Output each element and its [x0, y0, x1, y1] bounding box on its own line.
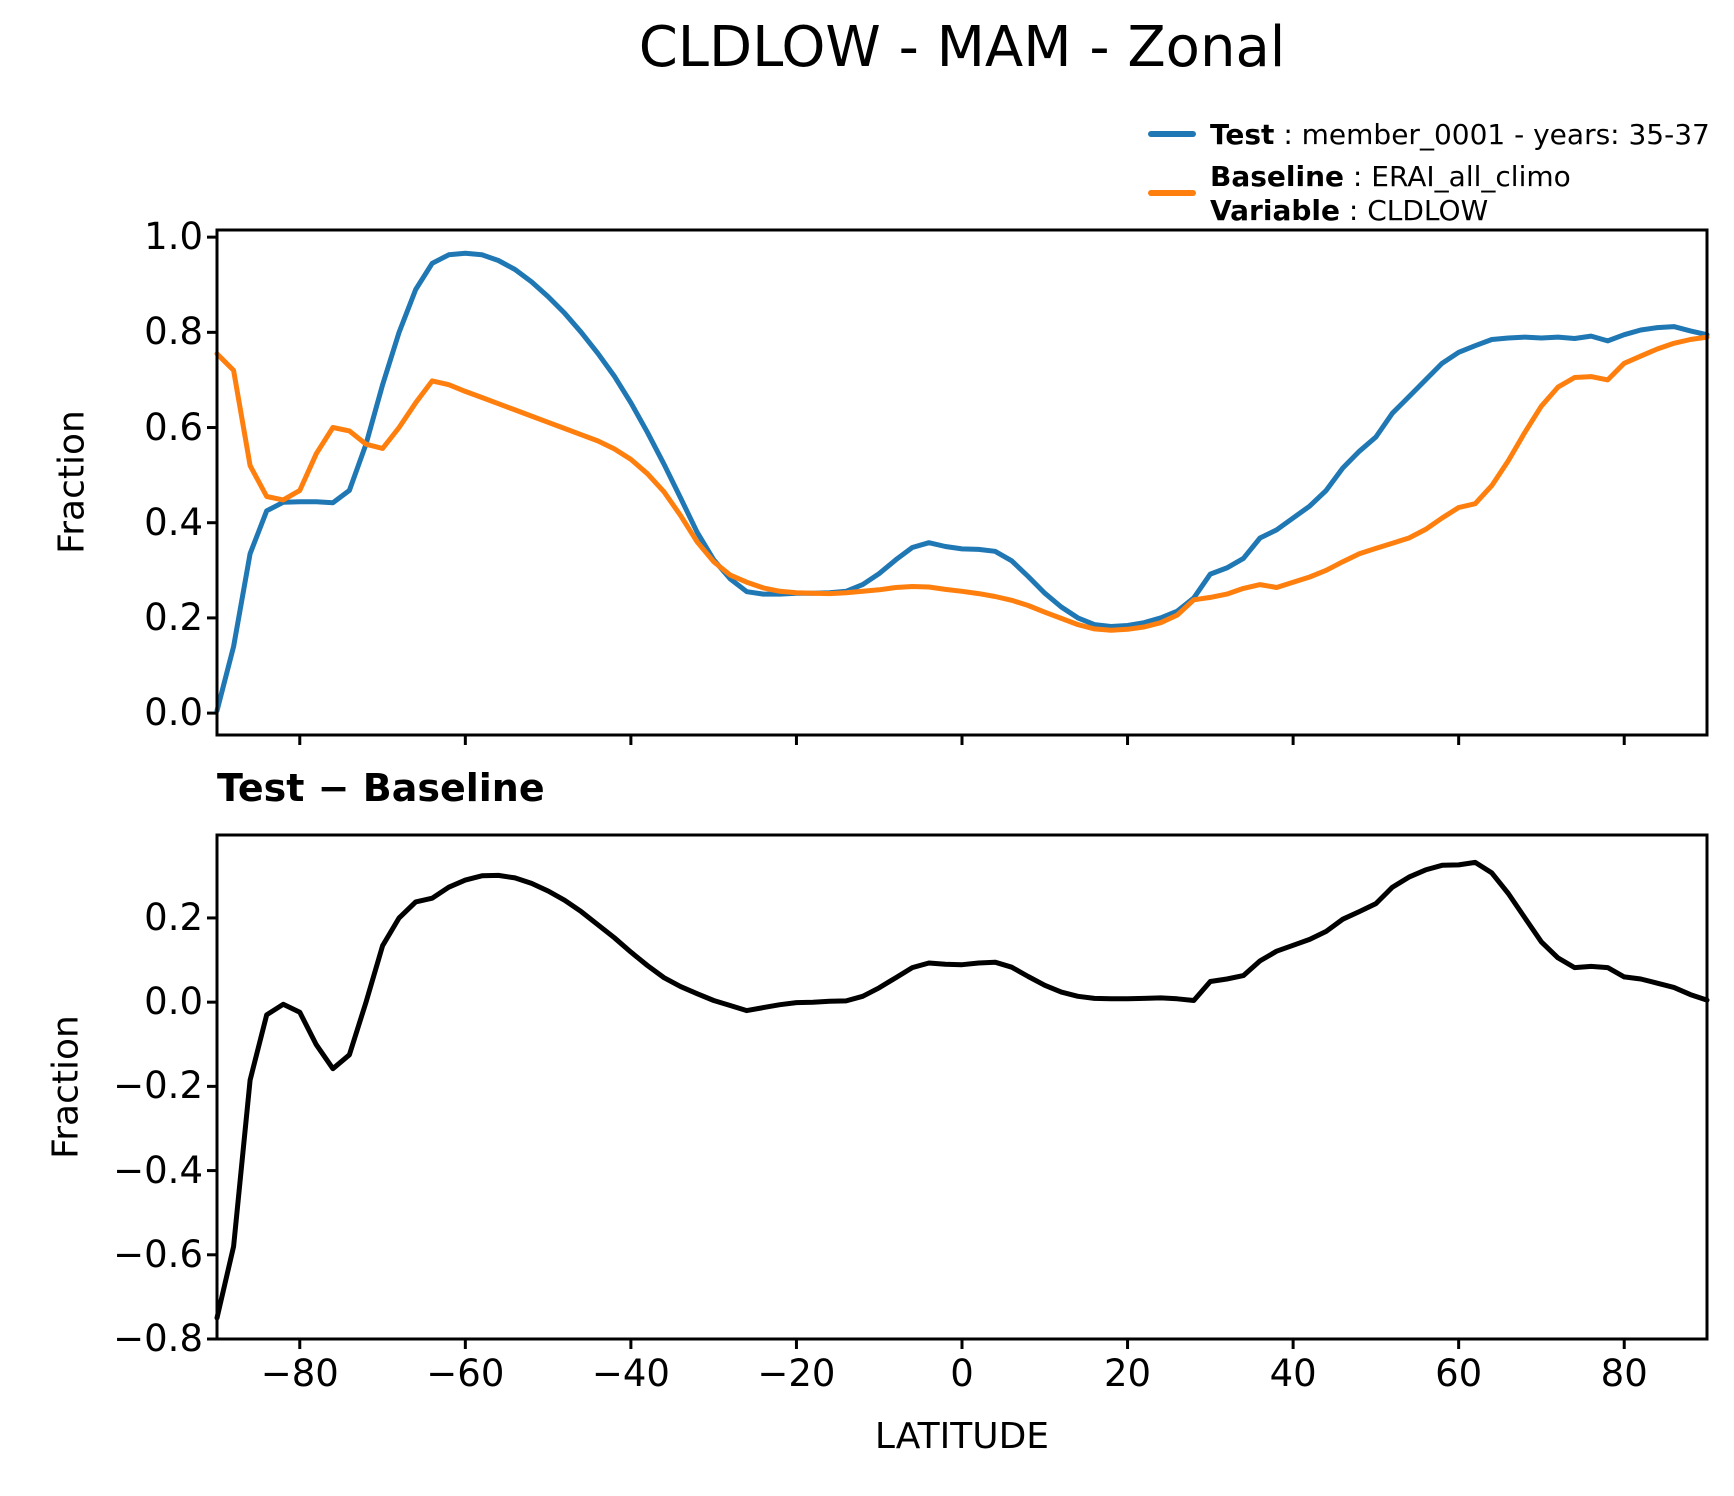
y-tick-label: 1.0 — [144, 215, 203, 259]
y-tick-label: 0.0 — [144, 691, 203, 735]
legend-entry-test: Test : member_0001 - years: 35-37 — [1210, 120, 1710, 150]
top-axes-frame — [215, 228, 1709, 737]
x-tick-label: 40 — [1269, 1352, 1317, 1395]
bottom-axes — [207, 833, 1710, 1349]
x-tick-label: 60 — [1435, 1352, 1483, 1395]
y-tick-label: −0.8 — [113, 1317, 203, 1360]
x-tick-label: 80 — [1600, 1352, 1648, 1395]
y-tick-label: 0.4 — [144, 500, 203, 544]
bottom-y-axis-label: Fraction — [45, 1015, 87, 1159]
x-tick-label: −40 — [591, 1352, 670, 1395]
legend-swatch-test-line — [1148, 131, 1196, 137]
x-tick-label: 20 — [1104, 1352, 1152, 1395]
x-tick-label: −20 — [757, 1352, 836, 1395]
x-axis-label: LATITUDE — [874, 1416, 1050, 1457]
legend-variable-label: Variable — [1210, 194, 1340, 227]
legend-variable-value: : CLDLOW — [1339, 194, 1489, 227]
x-tick-label: −80 — [260, 1352, 339, 1395]
legend-baseline-label: Baseline — [1210, 160, 1345, 193]
y-tick-label: 0.2 — [144, 895, 203, 939]
legend-swatch-baseline-line — [1148, 190, 1196, 196]
chart-title: CLDLOW - MAM - Zonal — [638, 15, 1286, 80]
y-tick-label: −0.6 — [113, 1232, 203, 1276]
y-tick-label: −0.2 — [113, 1064, 203, 1108]
test-line — [214, 250, 1710, 714]
top-axes — [207, 228, 1710, 745]
x-tick-label: −60 — [426, 1352, 505, 1395]
legend-entry-variable: Variable : CLDLOW — [1210, 196, 1488, 226]
y-tick-label: 0.0 — [144, 980, 203, 1024]
legend-test-value: : member_0001 - years: 35-37 — [1274, 118, 1710, 151]
y-tick-label: 0.2 — [144, 595, 203, 639]
y-tick-label: 0.8 — [144, 310, 203, 354]
y-tick-label: 0.6 — [144, 405, 203, 449]
bottom-axes-frame — [215, 833, 1709, 1341]
baseline-line — [214, 334, 1710, 633]
legend-entry-baseline: Baseline : ERAI_all_climo — [1210, 162, 1571, 192]
y-tick-label: −0.4 — [113, 1148, 203, 1192]
x-tick-label: 0 — [950, 1352, 974, 1395]
legend-test-label: Test — [1210, 118, 1275, 151]
difference-plot-title: Test − Baseline — [217, 766, 545, 810]
difference-line — [214, 859, 1710, 1321]
legend-baseline-value: : ERAI_all_climo — [1344, 160, 1571, 193]
